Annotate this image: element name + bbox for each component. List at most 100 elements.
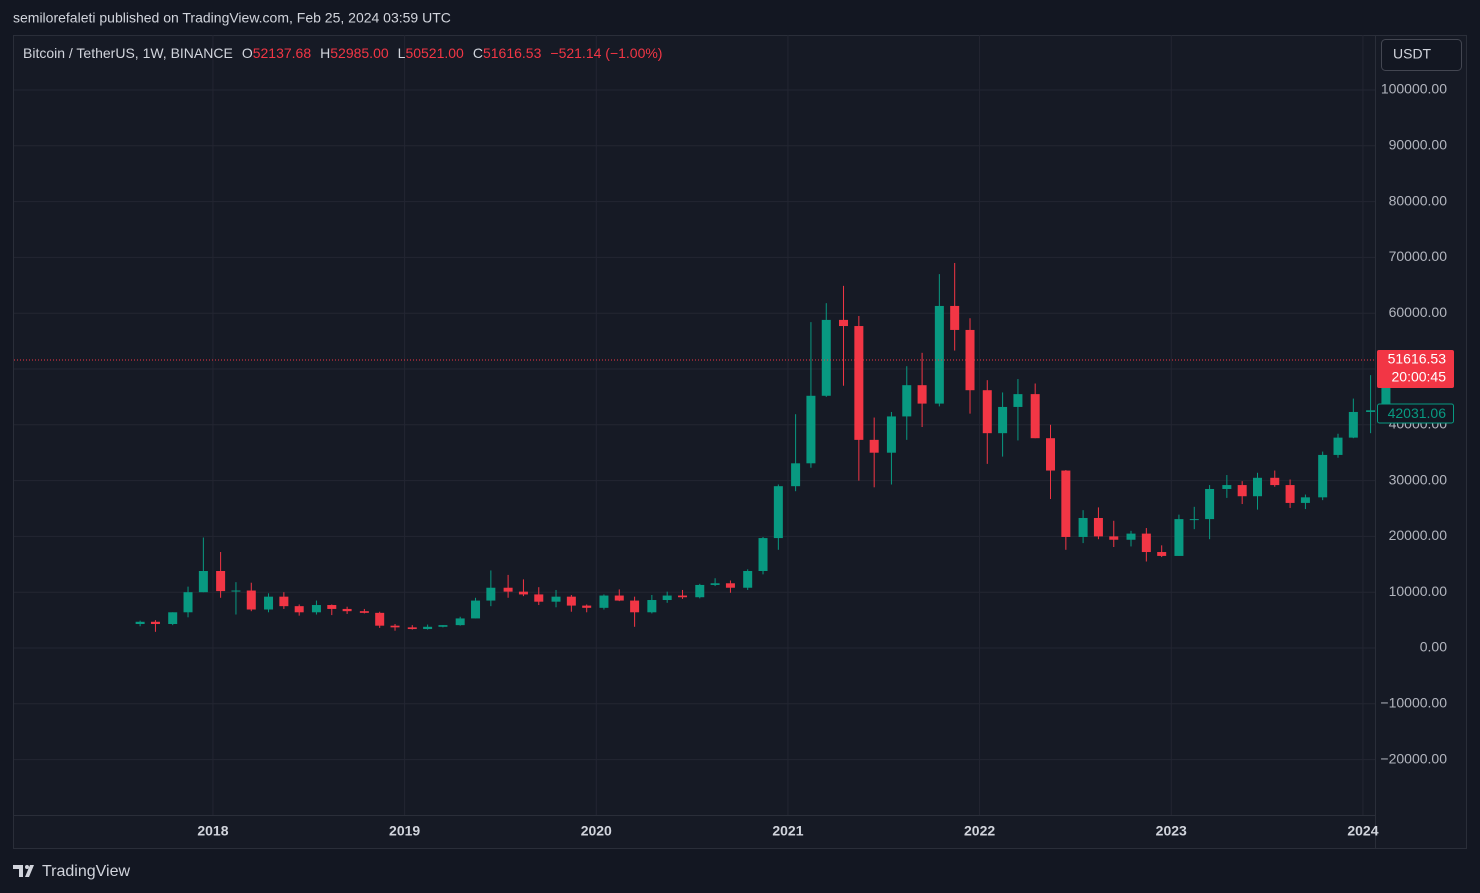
candle-body xyxy=(1046,438,1056,471)
prev-price-label: 42031.06 xyxy=(1388,405,1447,421)
candle-body xyxy=(965,329,975,391)
candle-body xyxy=(582,605,592,608)
candle-body xyxy=(725,583,735,588)
candle-body xyxy=(1348,411,1358,438)
candle-body xyxy=(518,591,528,595)
candle-body xyxy=(1013,394,1023,407)
candle-body xyxy=(806,395,816,464)
candle-body xyxy=(359,611,369,613)
candle-body xyxy=(902,385,912,417)
candle-body xyxy=(294,606,304,613)
y-tick-label: 0.00 xyxy=(1420,639,1447,655)
countdown-label: 20:00:45 xyxy=(1392,369,1447,385)
candle-body xyxy=(1333,437,1343,455)
candle-body xyxy=(216,570,226,592)
candle-body xyxy=(869,439,879,453)
prev-price-box xyxy=(1377,403,1454,424)
brand-dot xyxy=(25,865,29,869)
candle-body xyxy=(231,590,241,592)
candle-body xyxy=(1174,519,1184,556)
candle-body xyxy=(743,570,753,588)
candle-body xyxy=(438,625,448,627)
candle-body xyxy=(279,596,289,607)
candle-body xyxy=(1205,488,1215,520)
c-label: C xyxy=(473,45,483,61)
publisher: semilorefaleti published on TradingView.… xyxy=(13,10,451,26)
y-tick-label: 30000.00 xyxy=(1389,471,1448,487)
candle-body xyxy=(614,595,624,601)
candle-body xyxy=(1093,517,1103,537)
candle-body xyxy=(791,463,801,487)
x-tick-label: 2020 xyxy=(581,823,612,839)
candle-body xyxy=(758,538,768,571)
candle-body xyxy=(599,595,609,608)
candle-body xyxy=(934,305,944,404)
y-tick-label: 80000.00 xyxy=(1389,192,1448,208)
candle-body xyxy=(1285,485,1295,503)
brand-icon xyxy=(13,865,34,877)
y-tick-label: 100000.00 xyxy=(1381,81,1447,97)
candle-body xyxy=(566,596,576,606)
candle-body xyxy=(471,600,481,619)
brand-logo xyxy=(13,865,34,877)
candle-body xyxy=(998,406,1008,434)
candle-body xyxy=(135,621,145,625)
candle-body xyxy=(1157,552,1167,556)
x-tick-label: 2021 xyxy=(772,823,803,839)
candle-body xyxy=(183,592,193,613)
y-tick-label: 90000.00 xyxy=(1389,137,1448,153)
candle-body xyxy=(375,612,385,626)
h-label: H xyxy=(320,45,330,61)
y-tick-label: 10000.00 xyxy=(1389,583,1448,599)
candle-body xyxy=(839,319,849,327)
open-value: 52137.68 xyxy=(253,45,312,61)
candle-body xyxy=(1061,470,1071,537)
candle-body xyxy=(773,486,783,539)
change-value: −521.14 (−1.00%) xyxy=(550,45,662,61)
x-tick-label: 2018 xyxy=(197,823,228,839)
candle-body xyxy=(821,319,831,396)
candle-body xyxy=(1222,485,1232,489)
candle-body xyxy=(1126,533,1136,540)
close-value: 51616.53 xyxy=(483,45,542,61)
candle-body xyxy=(1141,533,1151,553)
candle-body xyxy=(423,626,433,630)
labels: 100000.00 90000.00 80000.00 70000.00 60000.0… xyxy=(14,81,1454,839)
x-tick-label: 2024 xyxy=(1347,823,1378,839)
candle-body xyxy=(1237,485,1247,497)
candle-body xyxy=(886,416,896,453)
candle-body xyxy=(168,612,178,625)
candle-body xyxy=(264,596,274,610)
candle-body xyxy=(630,600,640,613)
x-tick-label: 2019 xyxy=(389,823,420,839)
symbol-legend: Bitcoin / TetherUS, 1W, BINANCE O52137.68… xyxy=(23,45,662,61)
candle-body xyxy=(1189,519,1199,521)
candle-body xyxy=(1366,410,1376,412)
candle-body xyxy=(710,583,720,585)
candle-body xyxy=(1318,454,1328,498)
low-value: 50521.00 xyxy=(405,45,464,61)
candle-body xyxy=(342,608,352,612)
candle-body xyxy=(390,625,400,628)
candle-body xyxy=(1270,477,1280,486)
candle-body xyxy=(854,326,864,440)
candle-body xyxy=(198,570,208,593)
y-tick-label: 60000.00 xyxy=(1389,304,1448,320)
currency-button[interactable] xyxy=(1381,39,1462,71)
candle-body xyxy=(647,600,657,613)
candle-body xyxy=(407,627,417,630)
candle-body xyxy=(311,605,321,613)
x-tick-label: 2023 xyxy=(1156,823,1187,839)
candle-body xyxy=(246,590,256,610)
o-label: O xyxy=(242,45,253,61)
y-tick-label: 70000.00 xyxy=(1389,248,1448,264)
brand-name: TradingView xyxy=(42,863,130,880)
currency-label[interactable]: USDT xyxy=(1393,46,1432,62)
candle-body xyxy=(695,584,705,598)
candle-body xyxy=(917,385,927,404)
l-label: L xyxy=(398,45,406,61)
candle-body xyxy=(1300,497,1310,503)
last-price-box xyxy=(1377,349,1454,388)
